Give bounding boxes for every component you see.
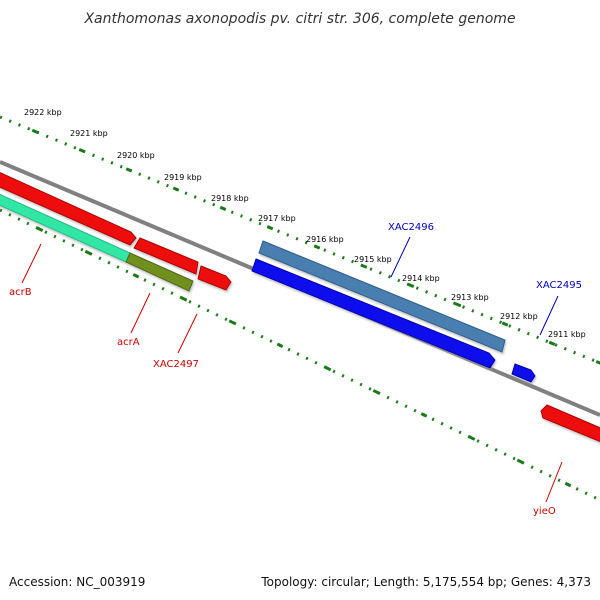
tick-label-2921: 2921 kbp [70, 129, 108, 138]
gene-red-feature-2[interactable] [133, 237, 199, 275]
outer-major-tick-2 [125, 167, 133, 173]
tick-label-2912: 2912 kbp [500, 312, 538, 321]
inner-major-ticks [36, 226, 572, 488]
label-leaders [21, 236, 563, 503]
outer-major-tick-8 [407, 282, 415, 289]
leader-acrB [21, 243, 42, 284]
tick-label-2918: 2918 kbp [211, 194, 249, 203]
outer-major-ticks [31, 128, 600, 365]
tick-label-2920: 2920 kbp [117, 151, 155, 160]
inner-major-tick-5 [276, 342, 284, 348]
leader-XAC2496 [390, 236, 411, 278]
label-acrA[interactable]: acrA [117, 337, 140, 348]
outer-scale-ring [0, 115, 600, 365]
tick-label-2916: 2916 kbp [306, 235, 344, 244]
gene-features [0, 168, 600, 443]
outer-major-tick-6 [313, 244, 321, 250]
inner-major-tick-7 [372, 389, 380, 395]
outer-major-tick-0 [31, 128, 39, 134]
inner-major-tick-3 [180, 296, 188, 302]
gene-XAC2496-feature[interactable] [258, 240, 506, 353]
tick-label-2917: 2917 kbp [258, 214, 296, 223]
label-XAC2497[interactable]: XAC2497 [153, 359, 199, 370]
outer-major-tick-1 [78, 148, 86, 154]
label-XAC2496[interactable]: XAC2496 [388, 222, 434, 233]
label-acrB[interactable]: acrB [9, 287, 32, 298]
gene-blue-feature-1[interactable] [251, 258, 496, 369]
outer-major-tick-11 [548, 340, 556, 346]
outer-major-tick-12 [595, 360, 600, 365]
inner-scale-ring [0, 208, 600, 502]
tick-label-2922: 2922 kbp [24, 108, 62, 117]
scale-labels: 2922 kbp 2921 kbp 2920 kbp 2919 kbp 2918… [24, 108, 586, 339]
outer-major-tick-4 [219, 205, 227, 211]
inner-major-tick-10 [516, 458, 524, 464]
leader-yieO [545, 461, 563, 503]
tick-label-2919: 2919 kbp [164, 173, 202, 182]
gene-labels: acrB acrA XAC2497 XAC2496 XAC2495 yieO [9, 222, 582, 517]
tick-label-2914: 2914 kbp [402, 274, 440, 283]
inner-major-tick-1 [84, 249, 92, 256]
inner-major-tick-8 [420, 412, 428, 418]
tick-label-2911: 2911 kbp [548, 330, 586, 339]
outer-major-tick-10 [501, 321, 509, 327]
topology-text: Topology: circular; Length: 5,175,554 bp… [260, 575, 591, 589]
inner-major-tick-0 [36, 226, 44, 232]
label-yieO[interactable]: yieO [533, 506, 556, 517]
gene-XAC2495-feature[interactable] [511, 363, 536, 383]
gene-red-feature-1[interactable] [0, 168, 137, 246]
outer-major-tick-5 [266, 225, 274, 231]
gene-XAC2497-feature[interactable] [197, 265, 232, 291]
inner-major-tick-4 [228, 319, 236, 325]
inner-major-tick-9 [468, 435, 476, 441]
label-XAC2495[interactable]: XAC2495 [536, 280, 582, 291]
accession-text: Accession: NC_003919 [9, 575, 145, 589]
leader-XAC2497 [177, 313, 198, 354]
outer-major-tick-7 [360, 263, 368, 269]
inner-major-tick-6 [324, 365, 332, 372]
gene-acrA-feature[interactable] [125, 252, 194, 292]
inner-major-tick-11 [564, 481, 572, 488]
outer-major-tick-9 [454, 302, 462, 308]
tick-label-2913: 2913 kbp [451, 293, 489, 302]
leader-XAC2495 [539, 295, 559, 336]
map-title: Xanthomonas axonopodis pv. citri str. 30… [83, 11, 515, 27]
tick-label-2915: 2915 kbp [354, 255, 392, 264]
leader-acrA [130, 292, 151, 334]
outer-major-tick-3 [172, 186, 180, 192]
inner-major-tick-2 [132, 273, 140, 279]
